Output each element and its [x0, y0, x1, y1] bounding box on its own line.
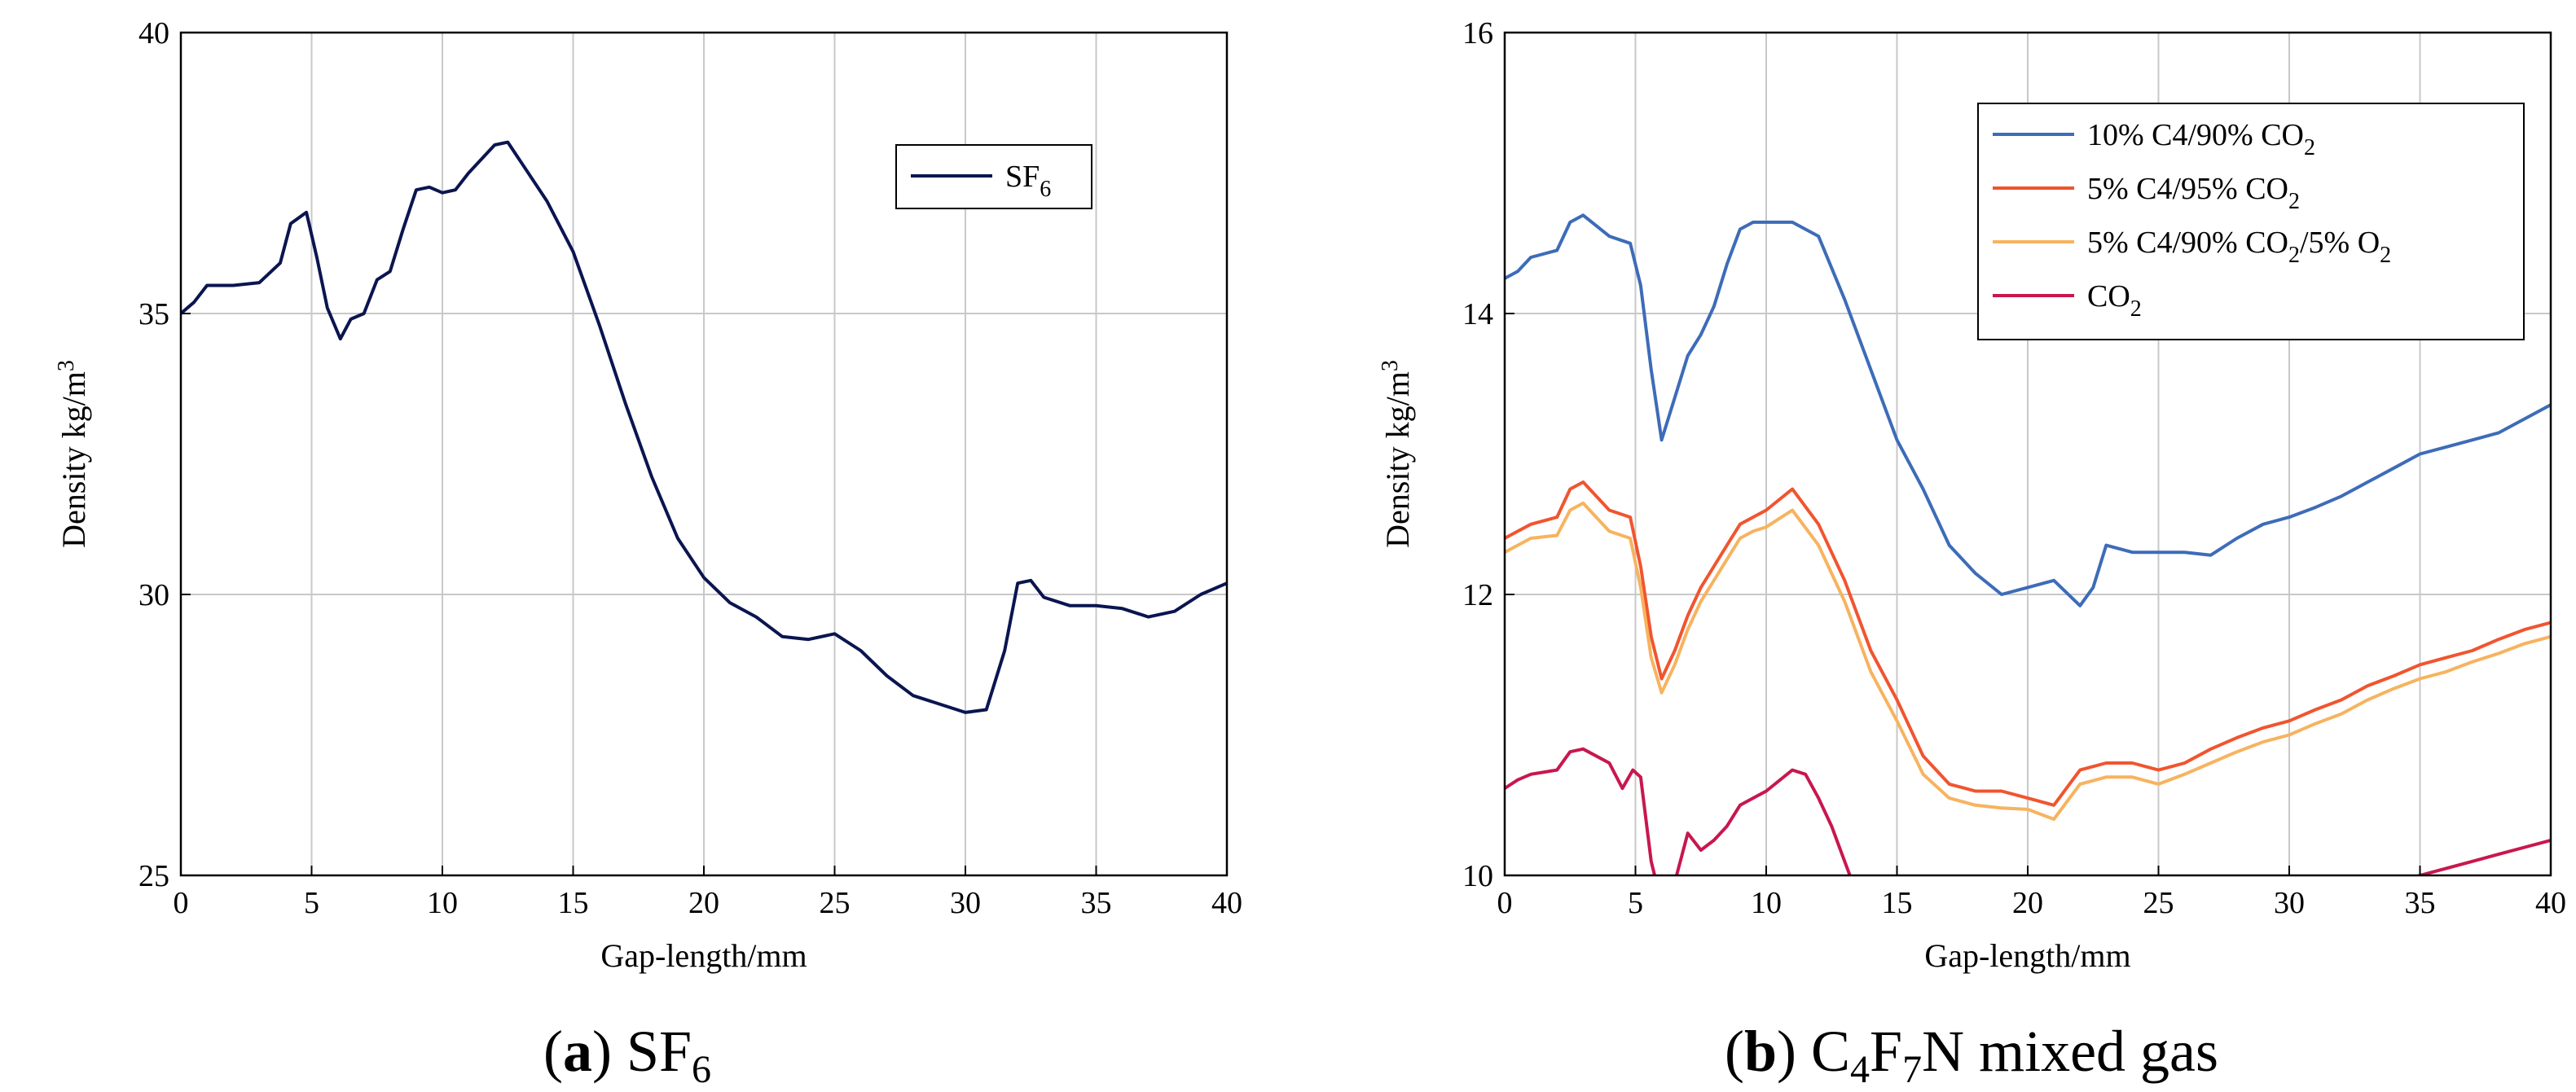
series-line-b-1 — [1505, 480, 2551, 807]
x-tick-label: 25 — [2143, 886, 2174, 920]
x-tick-label: 0 — [174, 886, 189, 920]
caption-a: (a) SF6 — [543, 1019, 711, 1091]
caption-a-letter: a — [563, 1019, 592, 1084]
legend-label: 5% C4/90% CO2/5% O2 — [2087, 226, 2391, 268]
x-tick-label: 30 — [2274, 886, 2305, 920]
legend-label-base: 5% C4/95% CO — [2087, 172, 2288, 206]
x-tick-label: 20 — [688, 886, 719, 920]
legend-label-base: SF — [1005, 160, 1040, 194]
legend-label-sub: 2 — [2288, 189, 2300, 214]
chart-a-y-axis-label-base: Density kg/m — [55, 371, 92, 548]
caption-b-part-4: N mixed gas — [1922, 1019, 2218, 1084]
y-tick-label: 10 — [1462, 859, 1493, 893]
chart-panel-a: 0 5 10 15 20 25 30 35 40 25 30 35 40 Gap-length/mm D… — [54, 16, 1242, 974]
chart-b-x-axis-label: Gap-length/mm — [1924, 937, 2130, 974]
chart-a-ticks: 0 5 10 15 20 25 30 35 40 25 30 35 40 — [138, 16, 1242, 920]
chart-b-y-axis-label: Density kg/m3 — [1378, 360, 1416, 548]
chart-a-x-axis-label: Gap-length/mm — [600, 937, 807, 974]
legend-label-sub: 2 — [2288, 243, 2300, 268]
chart-b-ticks: 0 5 10 15 20 25 30 35 40 10 12 14 16 — [1462, 16, 2566, 920]
x-tick-label: 15 — [1882, 886, 1913, 920]
series-line-a-0 — [181, 140, 1227, 714]
x-tick-label: 15 — [558, 886, 589, 920]
chart-a-y-axis-label: Density kg/m3 — [54, 360, 92, 548]
y-tick-label: 16 — [1462, 16, 1493, 50]
legend-box — [1977, 103, 2525, 340]
x-tick-label: 5 — [1628, 886, 1643, 920]
caption-a-sub: 6 — [692, 1048, 711, 1091]
legend-label-base: 5% C4/90% CO — [2087, 226, 2288, 260]
legend-label-base: CO — [2087, 279, 2130, 314]
x-tick-label: 0 — [1497, 886, 1513, 920]
x-tick-label: 35 — [1081, 886, 1112, 920]
x-tick-label: 40 — [2535, 886, 2566, 920]
caption-b-letter: b — [1744, 1019, 1777, 1084]
y-tick-label: 35 — [138, 297, 169, 331]
y-tick-label: 25 — [138, 859, 169, 893]
x-tick-label: 35 — [2405, 886, 2436, 920]
caption-b-part-3: 7 — [1902, 1048, 1922, 1091]
x-tick-label: 25 — [820, 886, 851, 920]
legend-label-sub: 2 — [2304, 135, 2315, 160]
caption-b-part-2: F — [1870, 1019, 1902, 1084]
y-tick-label: 40 — [138, 16, 169, 50]
x-tick-label: 5 — [304, 886, 319, 920]
x-tick-label: 10 — [427, 886, 458, 920]
series-line-b-3 — [1505, 747, 2551, 875]
legend-label-base: 10% C4/90% CO — [2087, 118, 2304, 152]
y-tick-label: 14 — [1462, 297, 1493, 331]
legend-label: SF6 — [1005, 160, 1051, 202]
legend-label-tail: /5% O — [2300, 226, 2380, 260]
legend-label: 5% C4/95% CO2 — [2087, 172, 2300, 214]
chart-b-y-axis-label-sup: 3 — [1378, 360, 1403, 371]
caption-b: (b) C4F7N mixed gas — [1725, 1019, 2218, 1091]
legend-label-sub: 6 — [1040, 177, 1051, 202]
caption-b-part-1: 4 — [1850, 1048, 1870, 1091]
legend-label-tail-sub: 2 — [2380, 243, 2391, 268]
chart-a-legend: SF6 — [895, 144, 1092, 209]
y-tick-label: 12 — [1462, 578, 1493, 612]
chart-b-lines — [1505, 213, 2551, 875]
x-tick-label: 30 — [950, 886, 981, 920]
chart-panel-b: 0 5 10 15 20 25 30 35 40 10 12 14 16 Gap-length/mm D… — [1378, 16, 2566, 974]
y-tick-label: 30 — [138, 578, 169, 612]
chart-b-y-axis-label-base: Density kg/m — [1379, 371, 1416, 548]
x-tick-label: 40 — [1211, 886, 1242, 920]
legend-label: CO2 — [2087, 279, 2142, 322]
caption-b-part-0: C — [1811, 1019, 1850, 1084]
x-tick-label: 10 — [1751, 886, 1782, 920]
caption-a-text: SF — [612, 1019, 692, 1084]
legend-label-sub: 2 — [2130, 296, 2142, 322]
series-line-b-0 — [1505, 213, 2551, 607]
legend-label: 10% C4/90% CO2 — [2087, 118, 2315, 160]
x-tick-label: 20 — [2012, 886, 2043, 920]
series-line-b-2 — [1505, 501, 2551, 821]
chart-a-y-axis-label-sup: 3 — [54, 360, 79, 371]
chart-a-lines — [181, 140, 1227, 714]
